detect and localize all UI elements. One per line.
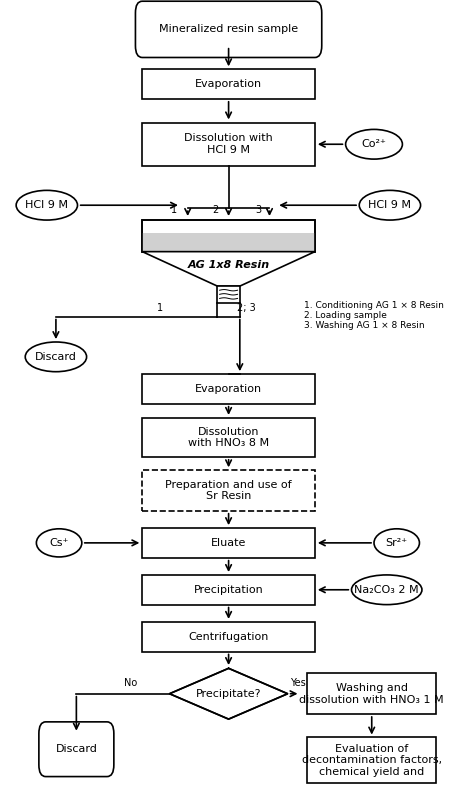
Bar [142,221,315,252]
Text: 1: 1 [171,206,177,215]
FancyBboxPatch shape [142,122,315,166]
Text: Washing and
dissolution with HNO₃ 1 M: Washing and dissolution with HNO₃ 1 M [300,683,444,704]
FancyBboxPatch shape [307,737,437,783]
Ellipse shape [374,529,419,557]
FancyBboxPatch shape [142,69,315,99]
Ellipse shape [359,191,420,220]
Text: Evaporation: Evaporation [195,79,262,89]
Text: Discard: Discard [35,352,77,362]
Bar [142,221,315,252]
Text: 1: 1 [157,303,164,312]
Text: 2; 3: 2; 3 [237,303,256,312]
Text: Na₂CO₃ 2 M: Na₂CO₃ 2 M [355,585,419,595]
FancyBboxPatch shape [136,2,322,57]
FancyBboxPatch shape [142,374,315,403]
Text: Eluate: Eluate [211,538,246,548]
Text: Evaluation of
decontamination factors,
chemical yield and: Evaluation of decontamination factors, c… [301,743,442,777]
Text: Yes: Yes [290,678,306,688]
Text: Cs⁺: Cs⁺ [49,538,69,548]
Text: Evaporation: Evaporation [195,384,262,394]
FancyBboxPatch shape [142,528,315,557]
Ellipse shape [25,342,87,372]
Text: Centrifugation: Centrifugation [188,632,269,641]
Ellipse shape [352,575,422,604]
FancyBboxPatch shape [142,418,315,457]
FancyBboxPatch shape [39,722,114,776]
Bar [218,286,240,302]
Ellipse shape [346,130,402,159]
Polygon shape [170,668,288,719]
Text: 3: 3 [255,206,261,215]
Text: Discard: Discard [55,744,97,754]
Bar [142,470,315,511]
Text: AG 1x8 Resin: AG 1x8 Resin [188,260,270,269]
Polygon shape [142,252,315,286]
Text: Sr²⁺: Sr²⁺ [386,538,408,548]
Text: HCl 9 M: HCl 9 M [25,200,68,210]
Text: Preparation and use of
Sr Resin: Preparation and use of Sr Resin [165,480,292,502]
Text: Mineralized resin sample: Mineralized resin sample [159,24,298,35]
Text: 2: 2 [212,206,218,215]
Text: Dissolution
with HNO₃ 8 M: Dissolution with HNO₃ 8 M [188,426,269,448]
Bar [142,233,315,252]
Ellipse shape [36,529,82,557]
Text: No: No [124,678,137,688]
Text: 1. Conditioning AG 1 × 8 Resin
2. Loading sample
3. Washing AG 1 × 8 Resin: 1. Conditioning AG 1 × 8 Resin 2. Loadin… [303,301,444,330]
Text: HCl 9 M: HCl 9 M [368,200,411,210]
FancyBboxPatch shape [307,674,437,714]
Ellipse shape [16,191,78,220]
Text: Dissolution with
HCl 9 M: Dissolution with HCl 9 M [184,133,273,155]
FancyBboxPatch shape [142,622,315,652]
FancyBboxPatch shape [142,575,315,604]
Text: Co²⁺: Co²⁺ [362,139,386,149]
Text: Precipitation: Precipitation [194,585,264,595]
Text: Precipitate?: Precipitate? [196,688,261,699]
